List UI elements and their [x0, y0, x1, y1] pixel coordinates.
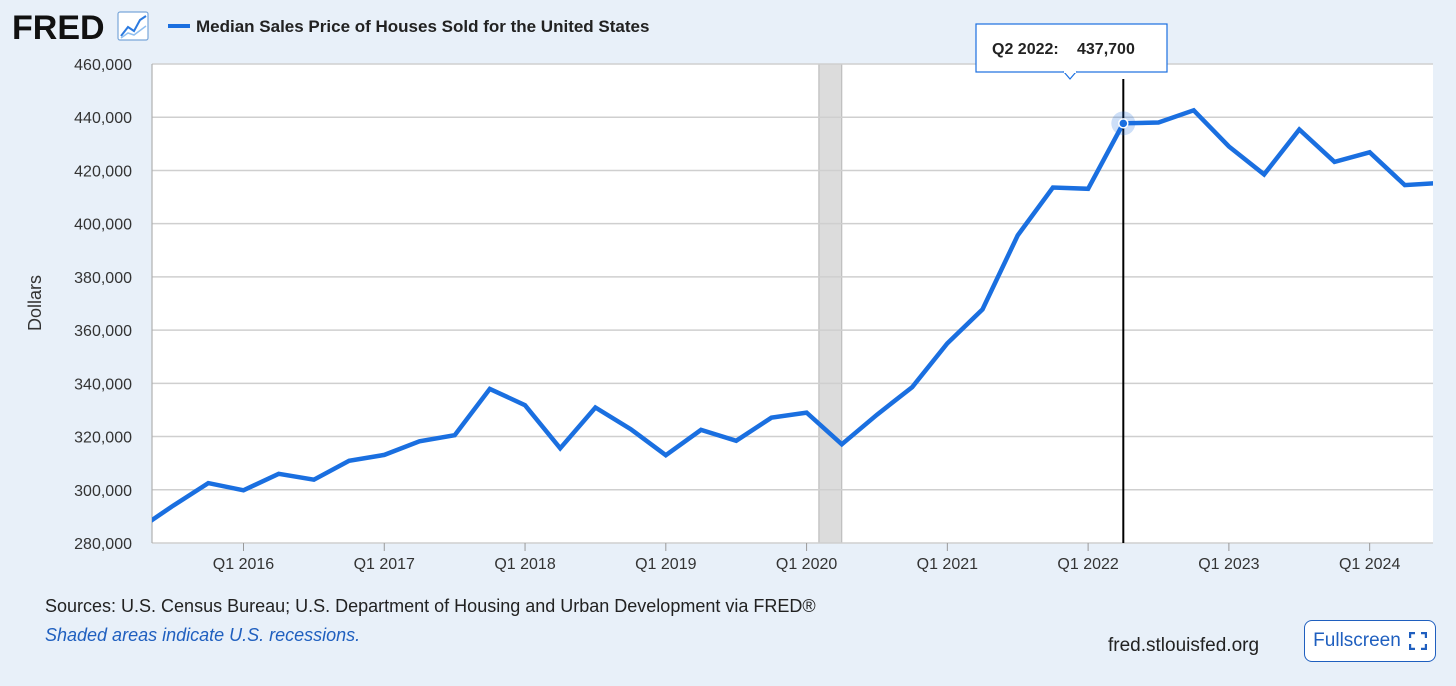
- y-tick-label: 420,000: [74, 163, 132, 180]
- tooltip: Q2 2022: 437,700: [975, 23, 1168, 80]
- tooltip-label: Q2 2022:: [992, 41, 1059, 58]
- trend-chart-icon: [117, 11, 149, 41]
- series-line[interactable]: [138, 107, 1456, 529]
- legend: Median Sales Price of Houses Sold for th…: [168, 17, 649, 36]
- x-axis-ticks: Q1 2016 Q1 2017 Q1 2018 Q1 2019 Q1 2020 Q1 20…: [213, 543, 1400, 573]
- y-tick-label: 380,000: [74, 270, 132, 287]
- x-tick-label: Q1 2023: [1198, 556, 1259, 573]
- y-tick-label: 360,000: [74, 323, 132, 340]
- sources-note: Sources: U.S. Census Bureau; U.S. Depart…: [45, 596, 816, 616]
- chart-title: Median Sales Price of Houses Sold for th…: [196, 17, 649, 36]
- y-tick-label: 400,000: [74, 217, 132, 234]
- y-tick-label: 320,000: [74, 430, 132, 447]
- y-tick-label: 280,000: [74, 536, 132, 553]
- tooltip-box: [975, 23, 1168, 73]
- x-tick-label: Q1 2018: [494, 556, 555, 573]
- plot-area: [152, 64, 1433, 543]
- highlight-point: [1118, 118, 1129, 129]
- x-tick-label: Q1 2017: [354, 556, 415, 573]
- fullscreen-button[interactable]: Fullscreen: [1304, 620, 1436, 662]
- fullscreen-label: Fullscreen: [1313, 630, 1401, 651]
- site-url: fred.stlouisfed.org: [1108, 635, 1260, 656]
- recession-note: Shaded areas indicate U.S. recessions.: [45, 625, 361, 645]
- series-layer[interactable]: [138, 107, 1456, 529]
- y-tick-label: 440,000: [74, 110, 132, 127]
- highlight-layer: [1111, 79, 1136, 543]
- gridlines: [151, 63, 1433, 544]
- x-tick-label: Q1 2021: [917, 556, 978, 573]
- x-tick-label: Q1 2016: [213, 556, 274, 573]
- x-tick-label: Q1 2020: [776, 556, 837, 573]
- tooltip-value: 437,700: [1077, 41, 1135, 58]
- y-tick-label: 340,000: [74, 376, 132, 393]
- logo-text: FRED: [12, 9, 105, 47]
- x-tick-label: Q1 2024: [1339, 556, 1400, 573]
- y-tick-label: 300,000: [74, 483, 132, 500]
- recession-layer: [818, 63, 843, 544]
- fred-logo[interactable]: FRED: [12, 9, 149, 47]
- chart: FRED Median Sales Price of Houses Sold f…: [12, 9, 1456, 573]
- expand-icon: [1408, 632, 1427, 650]
- y-axis-label: Dollars: [25, 275, 45, 331]
- y-axis-ticks: 280,000 300,000 320,000 340,000 360,000 380,0…: [74, 57, 132, 553]
- recession-band: [818, 63, 843, 544]
- x-tick-label: Q1 2022: [1057, 556, 1118, 573]
- x-tick-label: Q1 2019: [635, 556, 696, 573]
- y-tick-label: 460,000: [74, 57, 132, 74]
